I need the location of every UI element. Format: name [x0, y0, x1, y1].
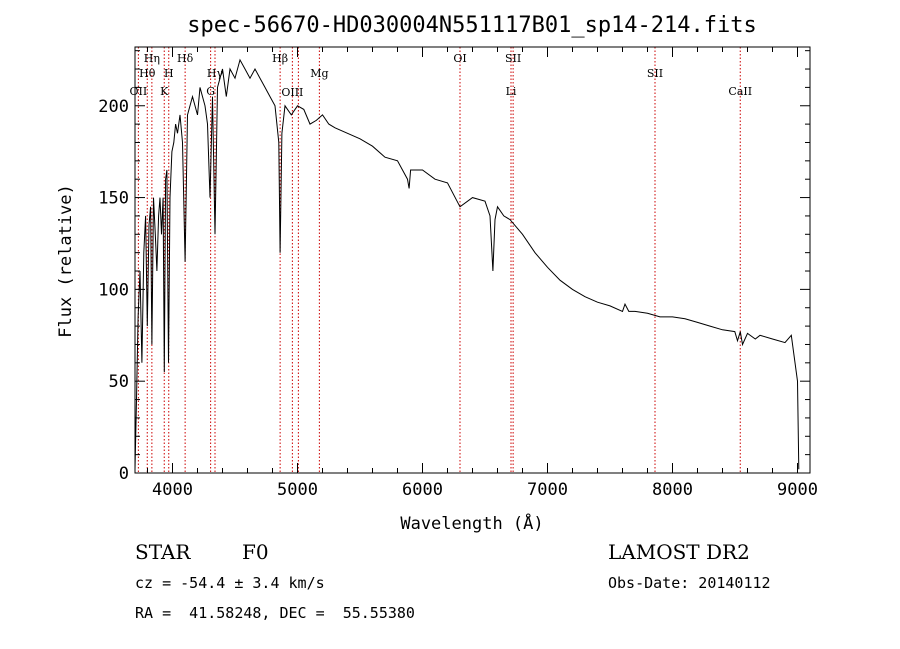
line-marker-label: CaII	[728, 85, 752, 98]
line-marker-label: SII	[505, 52, 521, 65]
line-marker-label: Hβ	[272, 52, 288, 65]
y-tick-label: 0	[119, 464, 129, 484]
line-marker-label: Hθ	[139, 67, 156, 80]
line-marker-label: H	[164, 67, 174, 80]
y-tick-label: 200	[98, 97, 129, 117]
line-marker-label: OI	[453, 52, 466, 65]
line-marker-label: Li	[506, 85, 517, 98]
line-marker-label: OII	[130, 85, 148, 98]
line-marker-label: G	[206, 85, 215, 98]
y-tick-label: 150	[98, 189, 129, 209]
x-tick-label: 7000	[527, 480, 568, 500]
line-marker-label: OIII	[281, 86, 303, 99]
axis-ticks: 4000 5000 6000 7000 8000 9000 0 50 100 150 200	[98, 47, 818, 500]
x-tick-label: 4000	[152, 480, 193, 500]
x-tick-label: 5000	[277, 480, 318, 500]
obs-date: Obs-Date: 20140112	[608, 574, 771, 592]
x-tick-label: 9000	[777, 480, 818, 500]
redshift-text: cz = -54.4 ± 3.4 km/s	[135, 574, 325, 592]
chart-title: spec-56670-HD030004N551117B01_sp14-214.f…	[187, 13, 757, 38]
survey-name: LAMOST DR2	[608, 540, 750, 564]
y-axis-label: Flux (relative)	[56, 184, 76, 338]
x-tick-label: 6000	[402, 480, 443, 500]
line-marker-label: K	[160, 85, 169, 98]
coordinates-text: RA = 41.58248, DEC = 55.55380	[135, 604, 415, 622]
y-tick-label: 100	[98, 280, 129, 300]
line-marker-label: Hη	[144, 52, 160, 65]
object-type: STAR	[135, 540, 191, 564]
line-marker-label: SII	[647, 67, 663, 80]
spectrum-line	[134, 58, 800, 470]
object-subclass: F0	[242, 540, 269, 564]
line-marker-label: Hγ	[207, 67, 224, 80]
y-tick-label: 50	[109, 372, 129, 392]
x-axis-label: Wavelength (Å)	[400, 512, 543, 534]
line-marker-label: Mg	[310, 67, 328, 80]
x-tick-label: 8000	[652, 480, 693, 500]
plot-frame	[134, 46, 811, 474]
line-markers	[137, 47, 741, 473]
line-marker-label: Hδ	[177, 52, 194, 65]
